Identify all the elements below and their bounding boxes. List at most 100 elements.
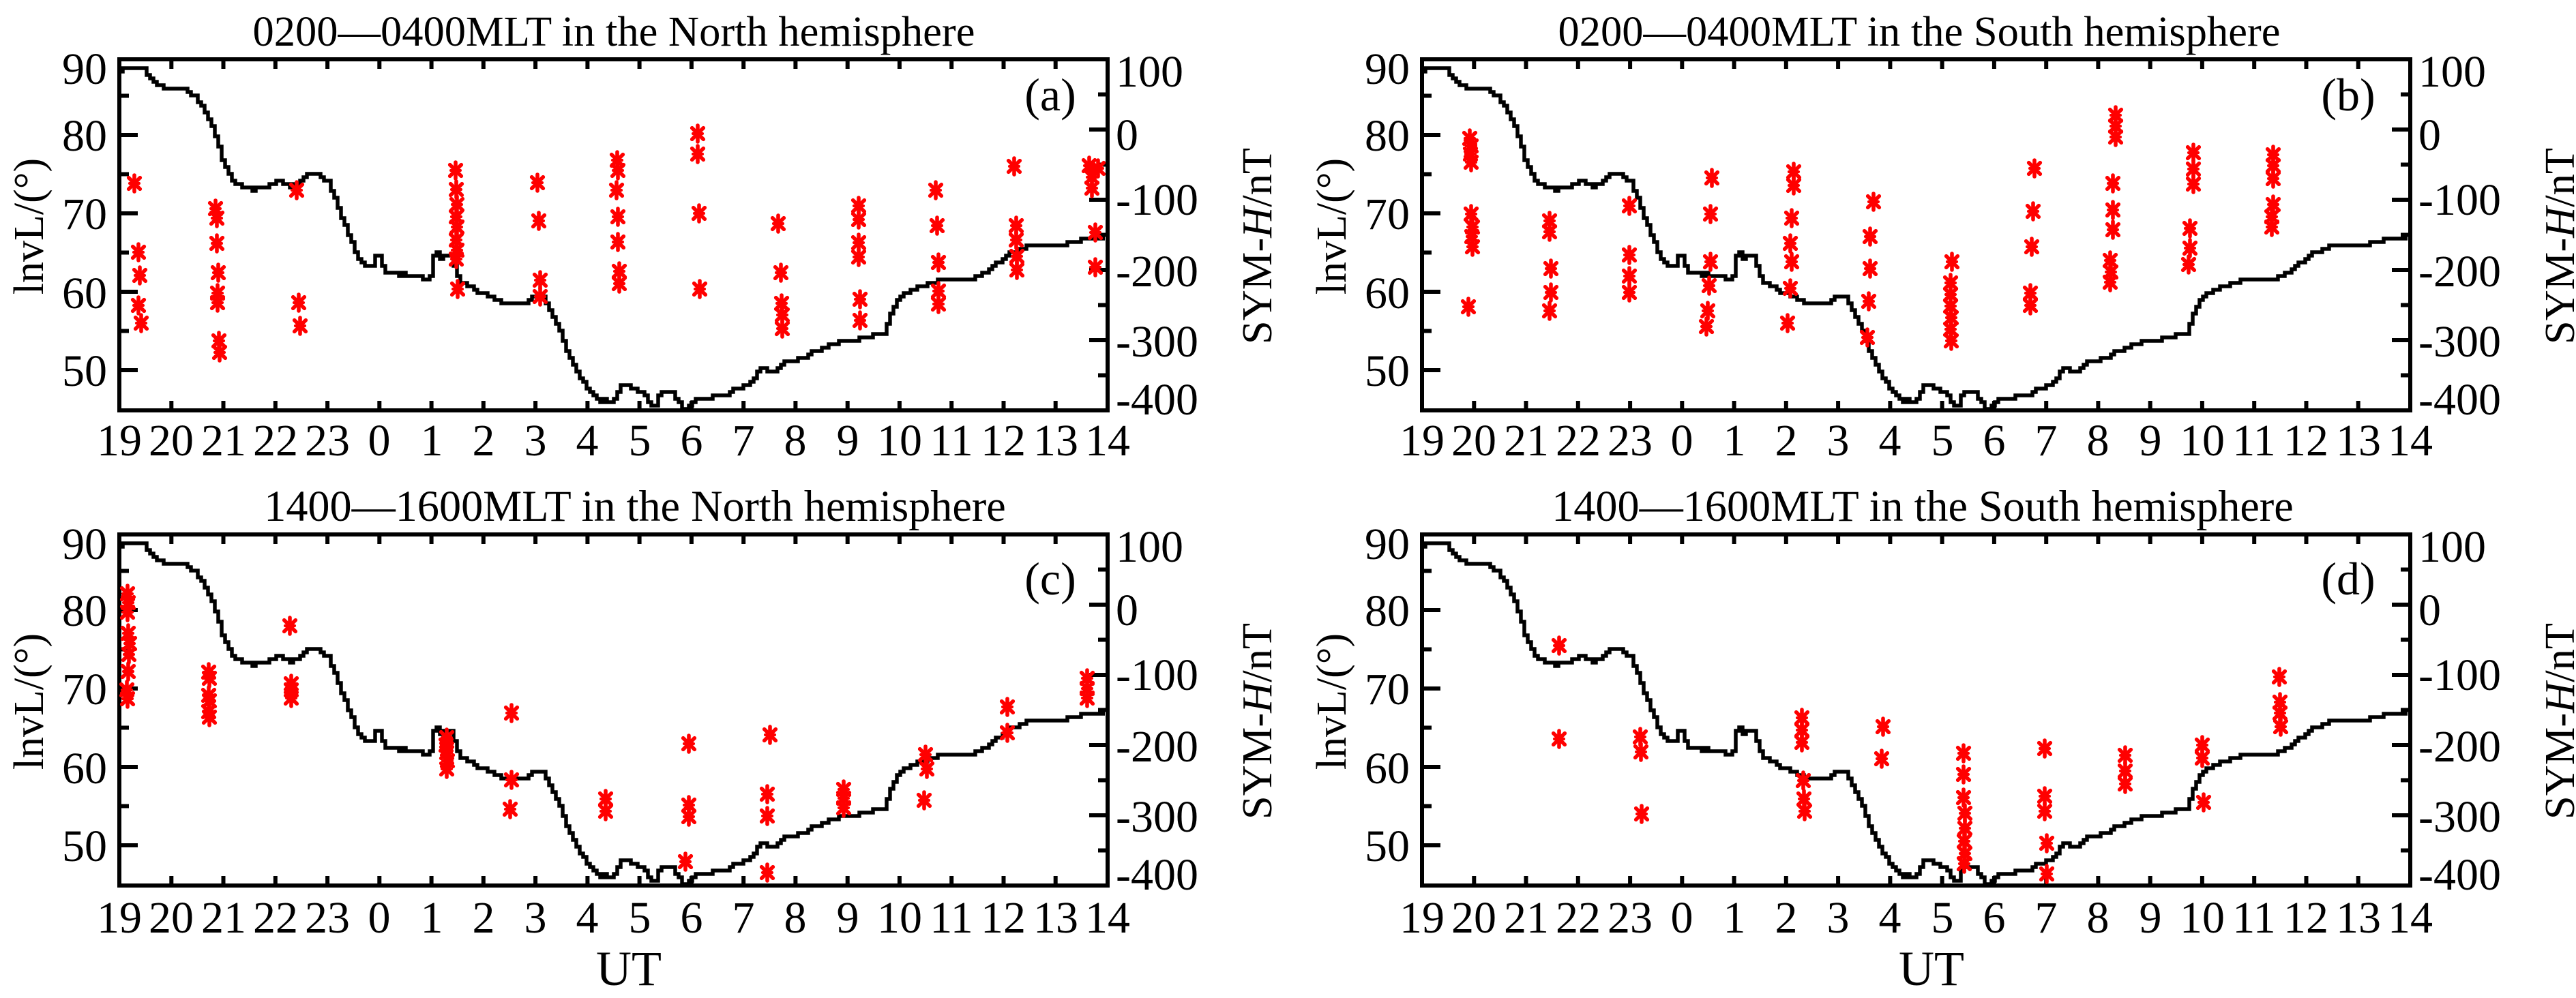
svg-text:-400: -400 — [2418, 375, 2501, 425]
svg-text:10: 10 — [2180, 893, 2225, 943]
svg-text:70: 70 — [62, 190, 107, 239]
svg-text:SYM-H/nT: SYM-H/nT — [1233, 623, 1281, 819]
svg-text:0: 0 — [2418, 586, 2441, 635]
svg-text:1: 1 — [1723, 893, 1746, 943]
svg-text:100: 100 — [1116, 522, 1183, 572]
svg-text:60: 60 — [62, 269, 107, 318]
svg-text:70: 70 — [1365, 190, 1410, 239]
svg-text:(c): (c) — [1024, 553, 1076, 605]
svg-text:23: 23 — [305, 416, 350, 466]
svg-text:6: 6 — [681, 416, 703, 466]
svg-text:13: 13 — [2336, 416, 2381, 466]
svg-text:12: 12 — [2283, 893, 2328, 943]
svg-text:4: 4 — [576, 416, 599, 466]
svg-text:-400: -400 — [2418, 850, 2501, 900]
svg-text:-100: -100 — [2418, 650, 2501, 700]
svg-text:-200: -200 — [2418, 247, 2501, 297]
svg-text:23: 23 — [1608, 416, 1653, 466]
svg-text:12: 12 — [981, 893, 1026, 943]
svg-text:lnvL/(°): lnvL/(°) — [6, 158, 53, 294]
svg-text:1: 1 — [421, 416, 443, 466]
svg-text:-300: -300 — [2418, 792, 2501, 842]
svg-text:-100: -100 — [1116, 175, 1198, 225]
svg-text:-300: -300 — [2418, 317, 2501, 367]
svg-text:(b): (b) — [2321, 69, 2375, 121]
svg-text:14: 14 — [1085, 893, 1130, 943]
svg-text:9: 9 — [2140, 893, 2162, 943]
svg-text:21: 21 — [1504, 893, 1549, 943]
svg-text:-200: -200 — [2418, 722, 2501, 772]
svg-text:UT: UT — [596, 941, 662, 996]
svg-text:9: 9 — [837, 893, 859, 943]
svg-text:0200—0400MLT in the South hemi: 0200—0400MLT in the South hemisphere — [1558, 7, 2281, 55]
svg-text:0: 0 — [1671, 416, 1693, 466]
svg-text:-100: -100 — [2418, 175, 2501, 225]
svg-text:13: 13 — [1033, 893, 1078, 943]
svg-text:50: 50 — [62, 346, 107, 396]
svg-text:1: 1 — [421, 893, 443, 943]
svg-text:21: 21 — [201, 416, 246, 466]
svg-text:3: 3 — [1827, 416, 1850, 466]
svg-text:7: 7 — [2035, 416, 2058, 466]
svg-text:70: 70 — [1365, 665, 1410, 714]
svg-text:50: 50 — [1365, 821, 1410, 871]
svg-text:lnvL/(°): lnvL/(°) — [1309, 158, 1355, 294]
svg-text:4: 4 — [1879, 416, 1901, 466]
svg-text:0200—0400MLT in the North hemi: 0200—0400MLT in the North hemisphere — [253, 7, 975, 55]
svg-text:8: 8 — [784, 893, 807, 943]
svg-text:0: 0 — [1671, 893, 1693, 943]
svg-text:-200: -200 — [1116, 722, 1198, 772]
svg-text:14: 14 — [1085, 416, 1130, 466]
svg-text:22: 22 — [1556, 893, 1601, 943]
svg-text:11: 11 — [930, 893, 973, 943]
svg-text:20: 20 — [149, 893, 194, 943]
svg-text:2: 2 — [473, 893, 495, 943]
svg-text:8: 8 — [2087, 416, 2109, 466]
svg-text:8: 8 — [2087, 893, 2109, 943]
svg-text:1400—1600MLT in the North hemi: 1400—1600MLT in the North hemisphere — [264, 482, 1006, 530]
svg-text:50: 50 — [1365, 346, 1410, 396]
svg-text:-400: -400 — [1116, 850, 1198, 900]
svg-text:3: 3 — [524, 893, 547, 943]
svg-text:(d): (d) — [2321, 553, 2375, 605]
svg-text:13: 13 — [1033, 416, 1078, 466]
svg-text:5: 5 — [629, 893, 651, 943]
svg-text:12: 12 — [2283, 416, 2328, 466]
svg-text:-300: -300 — [1116, 317, 1198, 367]
svg-text:22: 22 — [1556, 416, 1601, 466]
svg-text:11: 11 — [2232, 416, 2276, 466]
svg-text:9: 9 — [2140, 416, 2162, 466]
svg-text:20: 20 — [1451, 893, 1496, 943]
svg-text:9: 9 — [837, 416, 859, 466]
svg-text:(a): (a) — [1024, 69, 1076, 121]
svg-text:19: 19 — [97, 416, 142, 466]
svg-text:14: 14 — [2388, 416, 2433, 466]
svg-text:7: 7 — [732, 893, 755, 943]
svg-text:21: 21 — [201, 893, 246, 943]
svg-text:-400: -400 — [1116, 375, 1198, 425]
svg-text:7: 7 — [2035, 893, 2058, 943]
svg-text:11: 11 — [2232, 893, 2276, 943]
svg-text:SYM-H/nT: SYM-H/nT — [2536, 148, 2576, 344]
svg-text:90: 90 — [1365, 44, 1410, 94]
svg-text:2: 2 — [1775, 416, 1798, 466]
svg-text:SYM-H/nT: SYM-H/nT — [2536, 623, 2576, 819]
svg-text:5: 5 — [1931, 416, 1954, 466]
svg-text:7: 7 — [732, 416, 755, 466]
svg-text:0: 0 — [368, 416, 391, 466]
svg-text:12: 12 — [981, 416, 1026, 466]
svg-text:-200: -200 — [1116, 247, 1198, 297]
svg-text:10: 10 — [877, 416, 922, 466]
svg-text:0: 0 — [2418, 110, 2441, 160]
svg-text:1400—1600MLT in the South hemi: 1400—1600MLT in the South hemisphere — [1552, 482, 2294, 530]
svg-text:0: 0 — [1116, 110, 1138, 160]
svg-text:80: 80 — [62, 586, 107, 636]
svg-text:2: 2 — [1775, 893, 1798, 943]
svg-text:20: 20 — [149, 416, 194, 466]
svg-text:10: 10 — [877, 893, 922, 943]
svg-text:6: 6 — [1983, 893, 2006, 943]
svg-text:22: 22 — [253, 893, 298, 943]
svg-text:-100: -100 — [1116, 650, 1198, 700]
svg-text:lnvL/(°): lnvL/(°) — [6, 633, 53, 770]
svg-text:3: 3 — [524, 416, 547, 466]
